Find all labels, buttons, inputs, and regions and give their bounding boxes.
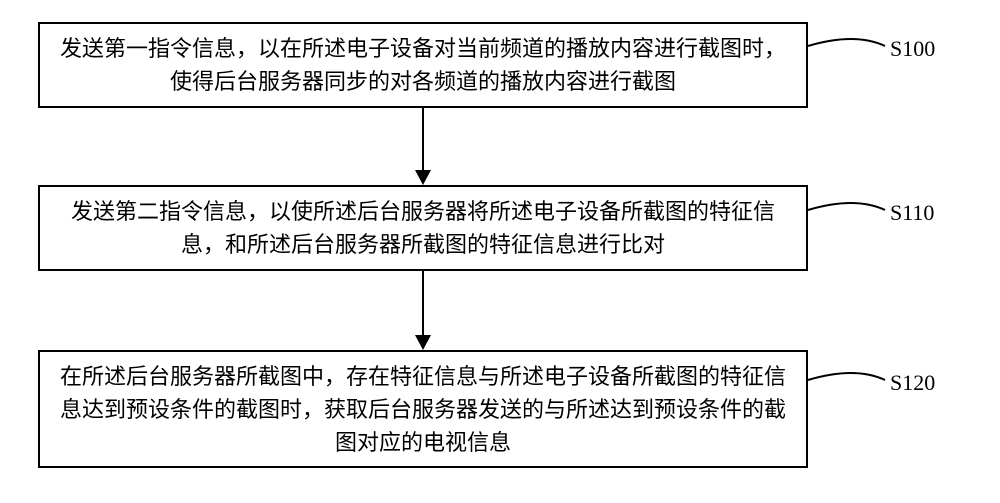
step-label-s120: S120	[890, 370, 935, 396]
label-connector	[0, 0, 1000, 503]
flowchart-canvas: 发送第一指令信息，以在所述电子设备对当前频道的播放内容进行截图时，使得后台服务器…	[0, 0, 1000, 503]
